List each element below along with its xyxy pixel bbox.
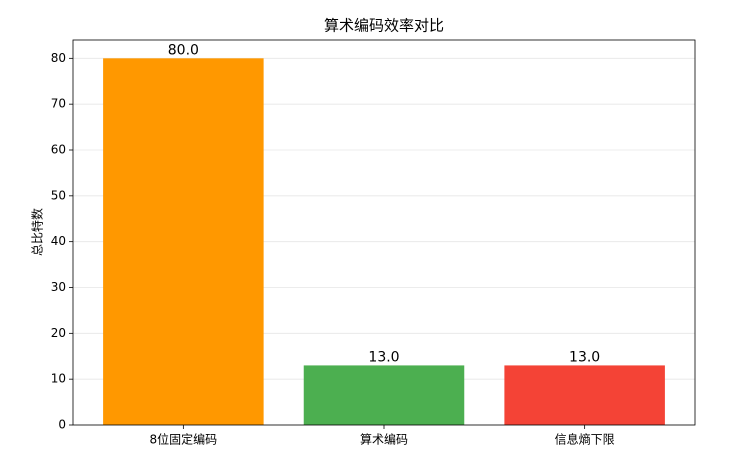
x-tick-label: 8位固定编码 [150, 432, 218, 447]
y-tick-label: 80 [51, 51, 66, 65]
value-label: 13.0 [368, 349, 399, 365]
y-tick-label: 50 [51, 188, 66, 202]
y-tick-label: 0 [58, 418, 66, 432]
bar [504, 365, 665, 425]
x-tick-label: 算术编码 [360, 432, 408, 447]
y-tick-label: 30 [51, 280, 66, 294]
chart-title: 算术编码效率对比 [324, 17, 444, 35]
y-tick-label: 40 [51, 234, 66, 248]
y-tick-label: 10 [51, 372, 66, 386]
y-axis-label: 总比特数 [30, 208, 45, 256]
plot-frame [72, 39, 696, 426]
value-label: 13.0 [569, 349, 600, 365]
bar [103, 58, 264, 425]
y-tick-label: 60 [51, 143, 66, 157]
value-label: 80.0 [168, 42, 199, 58]
x-tick-label: 信息熵下限 [555, 432, 615, 447]
y-tick-label: 20 [51, 326, 66, 340]
y-tick-label: 70 [51, 97, 66, 111]
bar [303, 365, 465, 425]
